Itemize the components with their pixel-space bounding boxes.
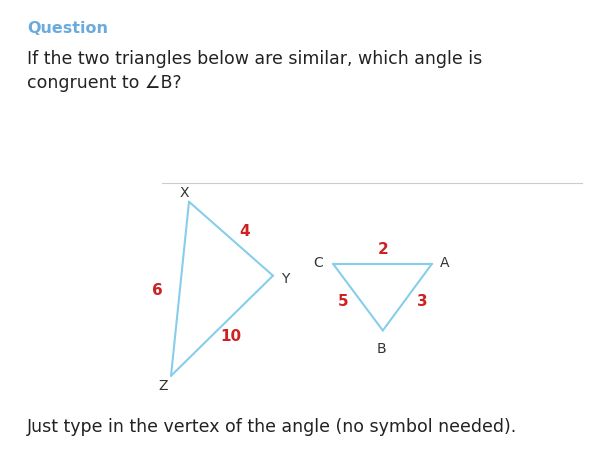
Text: X: X <box>180 186 190 200</box>
Text: Question: Question <box>27 21 108 36</box>
Text: Z: Z <box>158 378 168 393</box>
Text: Y: Y <box>281 271 289 286</box>
Text: C: C <box>313 255 323 269</box>
Text: 6: 6 <box>152 283 163 298</box>
Text: 5: 5 <box>338 293 349 308</box>
Text: If the two triangles below are similar, which angle is: If the two triangles below are similar, … <box>27 50 482 68</box>
Text: A: A <box>440 255 449 269</box>
Text: B: B <box>377 341 386 355</box>
Text: 10: 10 <box>220 328 242 343</box>
Text: 3: 3 <box>417 293 428 308</box>
Text: congruent to ∠B?: congruent to ∠B? <box>27 74 182 92</box>
Text: Just type in the vertex of the angle (no symbol needed).: Just type in the vertex of the angle (no… <box>27 417 517 436</box>
Text: 4: 4 <box>239 223 250 238</box>
Text: 2: 2 <box>377 242 388 257</box>
